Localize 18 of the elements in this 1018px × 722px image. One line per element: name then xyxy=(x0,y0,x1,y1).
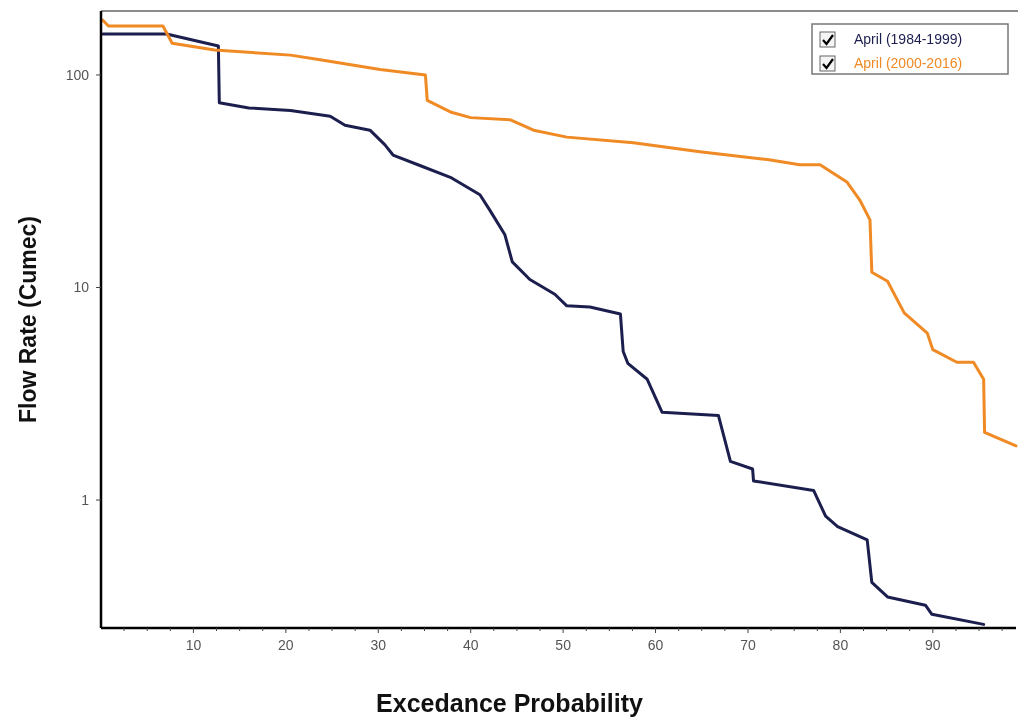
x-axis-title: Excedance Probability xyxy=(376,689,643,717)
y-tick-label: 1 xyxy=(81,491,90,508)
x-tick-label: 40 xyxy=(462,637,479,653)
line-series xyxy=(101,18,1018,448)
x-tick-label: 30 xyxy=(370,637,387,653)
x-tick-label: 80 xyxy=(832,637,849,653)
x-tick-label: 50 xyxy=(555,637,572,653)
y-tick-label: 100 xyxy=(65,66,90,83)
y-axis-title: Flow Rate (Cumec) xyxy=(15,215,41,424)
line-series xyxy=(101,32,986,626)
x-tick-label: 70 xyxy=(740,637,756,653)
x-tick-label: 60 xyxy=(647,637,664,653)
x-tick-label: 10 xyxy=(185,637,202,653)
x-tick-label: 90 xyxy=(925,637,941,653)
text: April (1984-1999) xyxy=(854,31,963,47)
y-tick-label: 10 xyxy=(73,279,90,296)
x-tick-label: 20 xyxy=(278,637,294,653)
text: April (2000-2016) xyxy=(854,55,963,71)
